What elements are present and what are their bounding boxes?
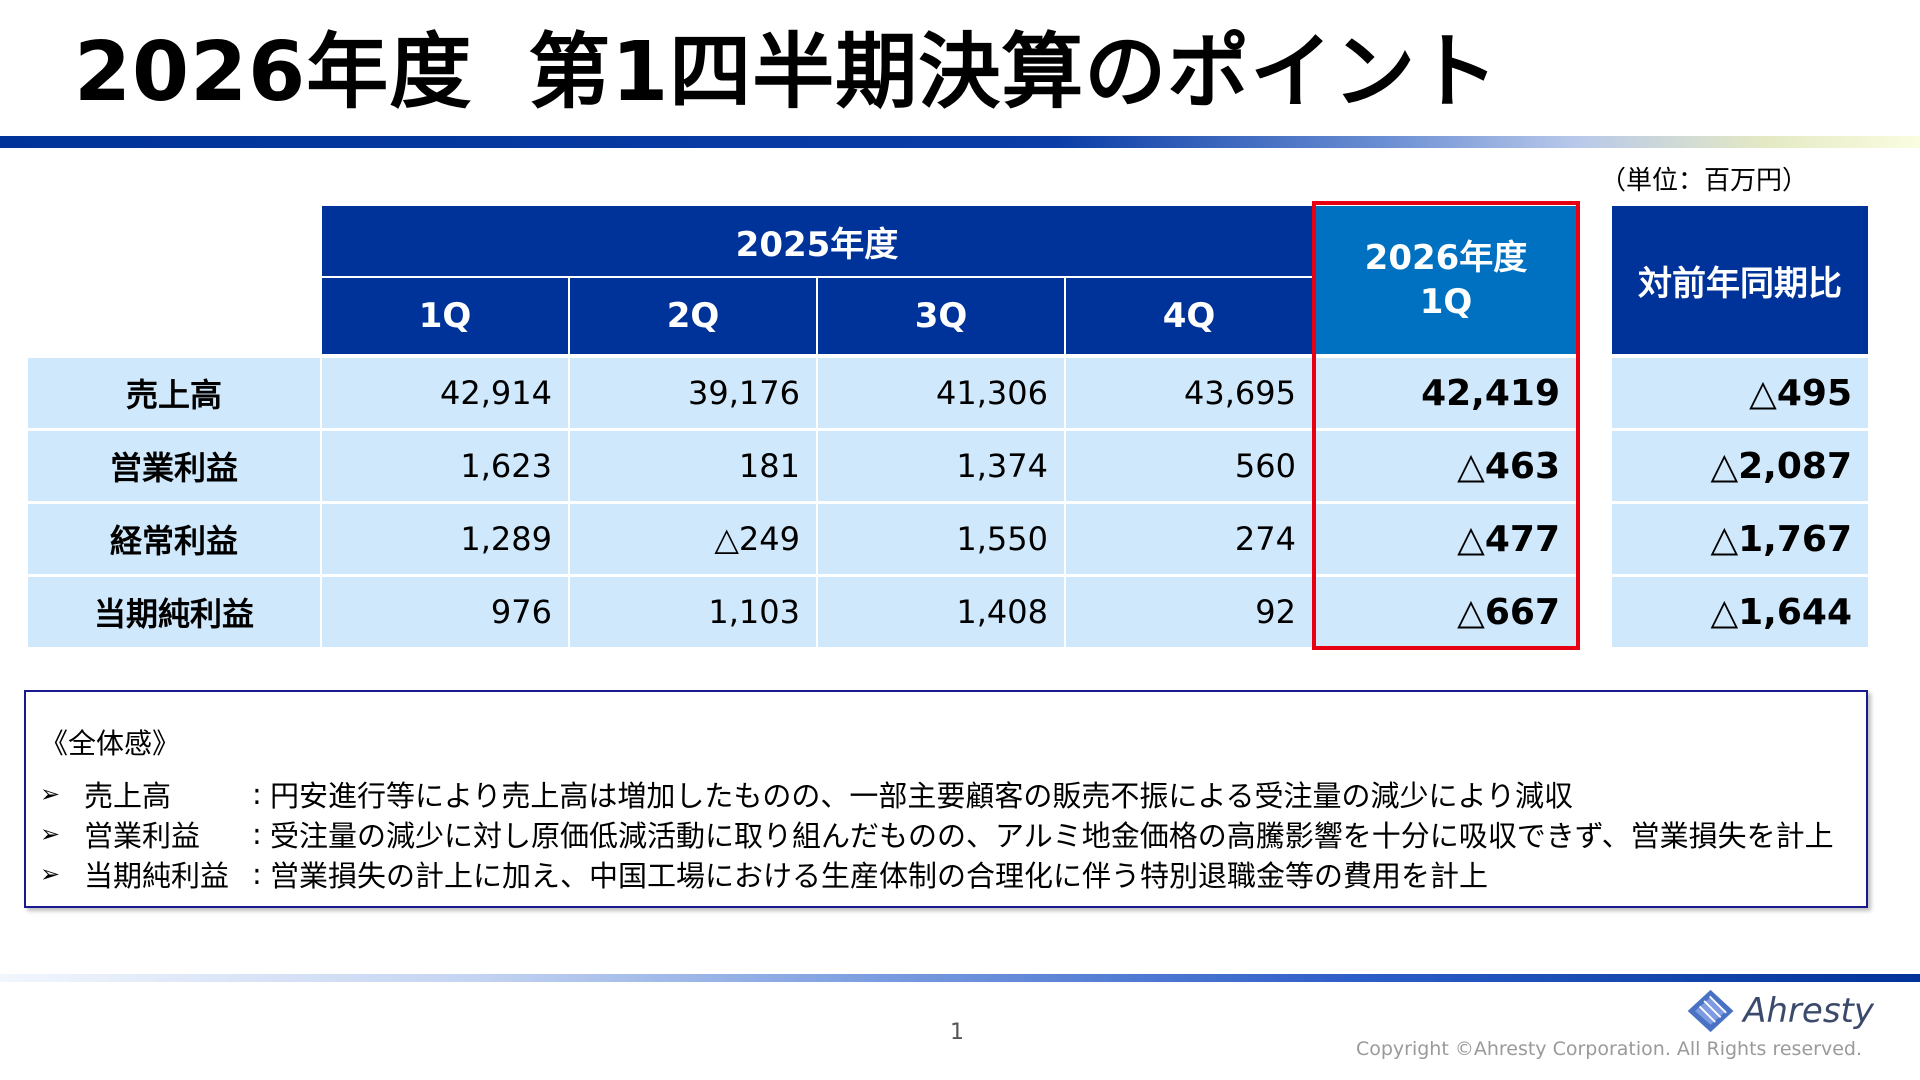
table-cell-current: △463 [1316,431,1576,501]
header-q2: 2Q [570,278,816,354]
summary-item-text: 受注量の減少に対し原価低減活動に取り組んだものの、アルミ地金価格の高騰影響を十分… [270,819,1834,853]
row-label: 当期純利益 [28,577,320,647]
header-q4: 4Q [1066,278,1312,354]
header-yoy: 対前年同期比 [1612,206,1868,354]
table-cell: △249 [570,504,816,574]
summary-item-label: 営業利益 [84,819,201,853]
unit-note: （単位：百万円） [1599,166,1808,196]
colon-separator: : [252,777,262,811]
copyright-text: Copyright ©Ahresty Corporation. All Righ… [1355,1038,1862,1060]
header-q1: 1Q [322,278,568,354]
table-cell: 43,695 [1066,358,1312,428]
table-cell-current: △477 [1316,504,1576,574]
header-2025: 2025年度 [322,206,1312,276]
table-cell: 41,306 [818,358,1064,428]
table-cell: 1,103 [570,577,816,647]
summary-item: ➢ 売上高 : 円安進行等により売上高は増加したものの、一部主要顧客の販売不振に… [40,774,1866,814]
arrow-bullet-icon: ➢ [40,780,61,808]
table-cell-yoy: △2,087 [1612,431,1868,501]
arrow-bullet-icon: ➢ [40,820,61,848]
title-main: 第1四半期決算のポイント [528,25,1500,120]
summary-item-label: 当期純利益 [84,859,230,893]
logo-mark-icon [1687,989,1734,1033]
table-cell: 560 [1066,431,1312,501]
table-cell: 92 [1066,577,1312,647]
company-logo: Ahresty [1684,986,1874,1036]
table-cell: 181 [570,431,816,501]
table-cell-yoy: △1,644 [1612,577,1868,647]
table-cell-current: 42,419 [1316,358,1576,428]
title-year: 2026年度 [74,25,473,120]
summary-box: 《全体感》 ➢ 売上高 : 円安進行等により売上高は増加したものの、一部主要顧客… [24,690,1868,908]
summary-item: ➢ 当期純利益 : 営業損失の計上に加え、中国工場における生産体制の合理化に伴う… [40,854,1866,894]
header-2026-1q: 2026年度 1Q [1316,206,1576,354]
header-q3: 3Q [818,278,1064,354]
summary-item-text: 円安進行等により売上高は増加したものの、一部主要顧客の販売不振による受注量の減少… [270,779,1573,813]
table-cell: 976 [322,577,568,647]
logo-text: Ahresty [1743,991,1874,1031]
page-number: 1 [950,1020,964,1045]
colon-separator: : [252,857,262,891]
table-cell: 1,408 [818,577,1064,647]
header-2026-line1: 2026年度 [1364,237,1528,278]
row-label: 売上高 [28,358,320,428]
summary-item-label: 売上高 [84,779,172,813]
footer-band [0,974,1920,982]
table-cell-current: △667 [1316,577,1576,647]
table-cell-yoy: △495 [1612,358,1868,428]
summary-title: 《全体感》 [40,727,181,760]
summary-item: ➢ 営業利益 : 受注量の減少に対し原価低減活動に取り組んだものの、アルミ地金価… [40,814,1866,854]
table-cell: 1,550 [818,504,1064,574]
row-label: 経常利益 [28,504,320,574]
summary-item-text: 営業損失の計上に加え、中国工場における生産体制の合理化に伴う特別退職金等の費用を… [270,859,1489,893]
page-title: 2026年度 第1四半期決算のポイント [74,22,1499,125]
row-label: 営業利益 [28,431,320,501]
table-cell: 1,623 [322,431,568,501]
colon-separator: : [252,817,262,851]
arrow-bullet-icon: ➢ [40,860,61,888]
table-cell: 39,176 [570,358,816,428]
title-underline-band [0,136,1920,148]
table-cell: 1,289 [322,504,568,574]
table-cell: 42,914 [322,358,568,428]
table-cell: 274 [1066,504,1312,574]
table-cell-yoy: △1,767 [1612,504,1868,574]
header-2026-line2: 1Q [1419,282,1473,322]
table-cell: 1,374 [818,431,1064,501]
